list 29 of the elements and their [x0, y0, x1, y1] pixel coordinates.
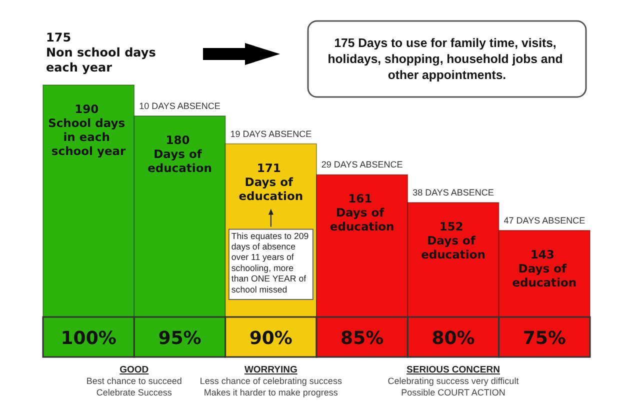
text: GOOD [120, 364, 149, 376]
x-tick-label: 80% [432, 328, 475, 349]
x-tick-label: 85% [340, 328, 384, 349]
x-tick-label: 75% [522, 328, 566, 349]
text: Best chance to succeed [86, 376, 182, 386]
annotation: 19 DAYS ABSENCE [230, 128, 312, 139]
data-label: 152 Days of education [421, 220, 486, 262]
text: Makes it harder to make progress [204, 388, 338, 398]
chart-title: 175 Non school days each year [46, 30, 160, 74]
text: Possible COURT ACTION [401, 388, 506, 398]
data-label: 171 Days of education [238, 160, 304, 203]
text: Less chance of celebrating success [200, 376, 342, 386]
text: Celebrate Success [96, 388, 172, 398]
data-label: 161 Days of education [330, 192, 394, 234]
x-tick-label: 95% [158, 328, 202, 349]
data-label: 143 Days of education [512, 247, 577, 290]
x-tick-label: 100% [60, 328, 116, 349]
data-label: 190 School days in each school year [48, 102, 130, 158]
text: WORRYING [244, 364, 298, 376]
annotation: 47 DAYS ABSENCE [504, 215, 586, 226]
data-label: 180 Days of education [148, 132, 212, 175]
text: 175 Days to use for family time, visits, holidays, shopping, household jobs and other appointments. [328, 36, 566, 82]
annotation: 10 DAYS ABSENCE [139, 100, 220, 111]
x-tick-label: 90% [249, 328, 292, 349]
text: SERIOUS CONCERN [406, 364, 500, 376]
annotation: 38 DAYS ABSENCE [412, 188, 494, 198]
text: Celebrating success very difficult [388, 376, 520, 386]
annotation: 29 DAYS ABSENCE [321, 160, 403, 170]
annotation: This equates to 209 days of absence over 11 years of schooling, more than ONE YEAR of school missed [231, 230, 312, 294]
